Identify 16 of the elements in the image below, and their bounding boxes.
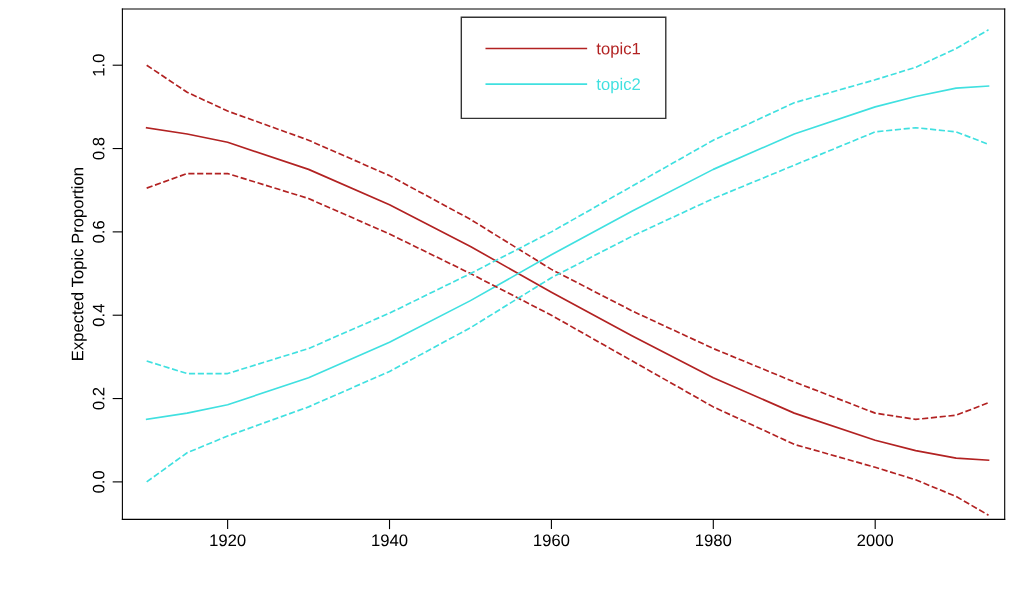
- y-tick-label: 0.6: [92, 221, 105, 243]
- x-tick-label: 1980: [696, 534, 732, 547]
- x-tick-label: 2000: [857, 534, 894, 547]
- line-series: [145, 172, 990, 517]
- y-tick-label: 0.8: [92, 137, 105, 160]
- y-tick-label: 0.2: [92, 387, 105, 410]
- x-tick-label: 1940: [372, 534, 408, 547]
- y-tick-label: 1.0: [92, 54, 105, 76]
- text: topic1: [596, 42, 640, 58]
- x-tick-label: 1960: [534, 534, 570, 547]
- y-tick-label: 0.0: [92, 470, 105, 493]
- y-tick-label: 0.4: [92, 304, 105, 327]
- y-axis-title: Expected Topic Proportion: [71, 168, 87, 360]
- line-series: [145, 28, 990, 375]
- x-tick-label: 1920: [210, 534, 246, 547]
- text: topic2: [596, 77, 640, 94]
